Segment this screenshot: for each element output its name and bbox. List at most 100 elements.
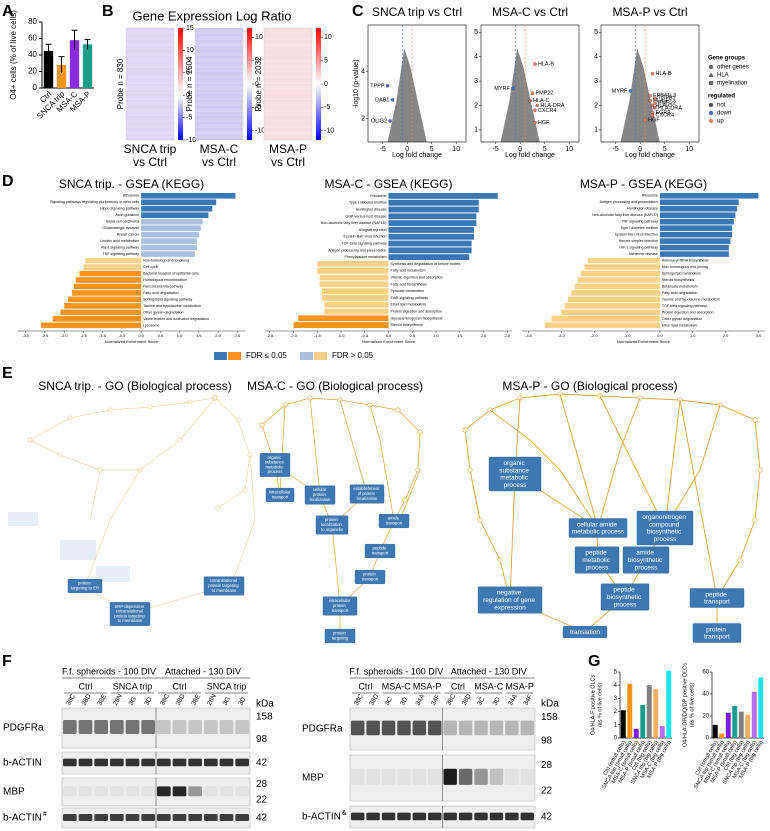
bar (388, 233, 474, 240)
bar (712, 724, 718, 738)
blot-band (366, 812, 380, 821)
kda-value: 28 (541, 760, 553, 771)
blot-band (172, 720, 187, 734)
gene-label: TPPP (370, 83, 385, 89)
bar (60, 309, 142, 316)
x-tick-label: 3.0 (756, 333, 762, 338)
blot-band (366, 720, 380, 736)
blot-header: F.f. spheroids - 100 DIV (62, 666, 156, 676)
term-label: Valine leucine and isoleucine degradatio… (143, 317, 209, 321)
graph-title: MSA-P - GO (Biological process) (502, 379, 677, 393)
gene-label: HLA-F (653, 98, 670, 104)
blot-band (125, 720, 140, 734)
gene-point (533, 62, 537, 66)
term-label: Axon guidance (115, 213, 139, 217)
bar (659, 231, 733, 238)
node-label: SRP-dependent cotranslational protein ta… (114, 604, 145, 623)
term-label: Allograft rejection (359, 228, 387, 232)
blot-header: Attached - 130 DIV (451, 666, 527, 676)
bar (64, 303, 142, 309)
blot-band (428, 812, 442, 821)
term-label: ErbB signaling pathway (391, 296, 429, 300)
heatmap (125, 27, 175, 141)
bar (141, 231, 199, 238)
colorbar-tick-label: 5 (255, 58, 259, 65)
blot-band (157, 758, 171, 767)
blot-band (157, 720, 171, 734)
blot-band (397, 768, 411, 785)
bar (317, 261, 389, 267)
kda-label: kDa (541, 699, 559, 710)
graph-node (692, 623, 742, 643)
x-tick-label: 2.0 (723, 333, 729, 338)
y-tick-label: 5 (614, 670, 618, 676)
bar (388, 220, 477, 227)
bar (564, 303, 660, 309)
graph-edge (599, 395, 666, 529)
graph-edge (84, 469, 141, 587)
y-tick-label: 0 (33, 83, 38, 92)
blot-band (172, 786, 187, 797)
bar (388, 199, 479, 206)
gene-label: HLA-DRA (658, 105, 682, 111)
gene-label: MYRF (612, 88, 628, 94)
bar (627, 683, 633, 738)
term-label: Fatty acid degradation (143, 291, 179, 295)
x-axis-label: Normalized Enrichment Score (617, 339, 671, 344)
blot-band (63, 720, 77, 734)
bar (322, 288, 389, 295)
graph-edge (679, 399, 718, 599)
blot-band (235, 720, 249, 734)
term-label: Antigen processing and presentation (328, 248, 386, 252)
term-label: TNF signaling pathway (621, 220, 658, 224)
blot-band (520, 812, 534, 821)
term-label: Type I diabetes mellitus (349, 201, 387, 205)
row-label-superscript: & (342, 810, 347, 817)
gene-label: HLA-C (533, 98, 550, 104)
term-label: Taurine and hypotaurine metabolism (143, 304, 201, 308)
gene-label: HGF (648, 118, 660, 124)
graph-junction (27, 437, 33, 443)
blot-band (219, 720, 234, 734)
panel-letter: G (588, 653, 600, 670)
gene-label: HLA-DRA (540, 103, 564, 109)
blot-band (489, 768, 504, 785)
x-tick-label: 10 (565, 146, 573, 153)
gene-label: HLA-B (655, 71, 672, 77)
node-label: peptide biosynthetic process (607, 586, 643, 608)
bar (52, 316, 142, 322)
gene-point (528, 98, 532, 103)
bar (758, 677, 764, 738)
y-tick-label: 0 (706, 736, 710, 742)
x-tick-label: 1.0 (690, 333, 696, 338)
bar (659, 212, 736, 218)
y-tick-label: 2 (474, 102, 478, 109)
x-tick-label: -5 (493, 146, 499, 153)
bar (388, 193, 498, 199)
node-label: cotranslational protein targeting to mem… (208, 578, 239, 593)
x-axis-label: Normalized Enrichment Score (362, 339, 416, 344)
bar (587, 257, 660, 264)
term-label: Ribosome (123, 194, 139, 198)
blot-band (219, 814, 234, 821)
x-tick-label: 1.5 (457, 333, 463, 338)
legend-symbol (708, 110, 714, 116)
heatmap-caption: vs Ctrl (202, 155, 236, 169)
blot-band (204, 720, 218, 734)
y-axis-label: (as % of live cells) (689, 683, 695, 727)
term-label: Huntington disease (356, 207, 387, 211)
term-label: Taurine and hypotaurine metabolism (662, 297, 720, 301)
gene-label: HGF (538, 120, 550, 126)
group-label: MSA-P (413, 681, 442, 691)
graph-edge (214, 397, 251, 509)
lane-label: 3C (384, 696, 394, 707)
bar (388, 240, 472, 247)
bar (653, 689, 659, 738)
blot-band (235, 814, 249, 821)
bar (551, 316, 660, 322)
graph-junction (395, 407, 401, 413)
panel-letter: A (2, 3, 14, 20)
x-tick-label: 1.5 (196, 333, 202, 338)
graph-junction (467, 467, 473, 473)
bar (388, 227, 474, 233)
